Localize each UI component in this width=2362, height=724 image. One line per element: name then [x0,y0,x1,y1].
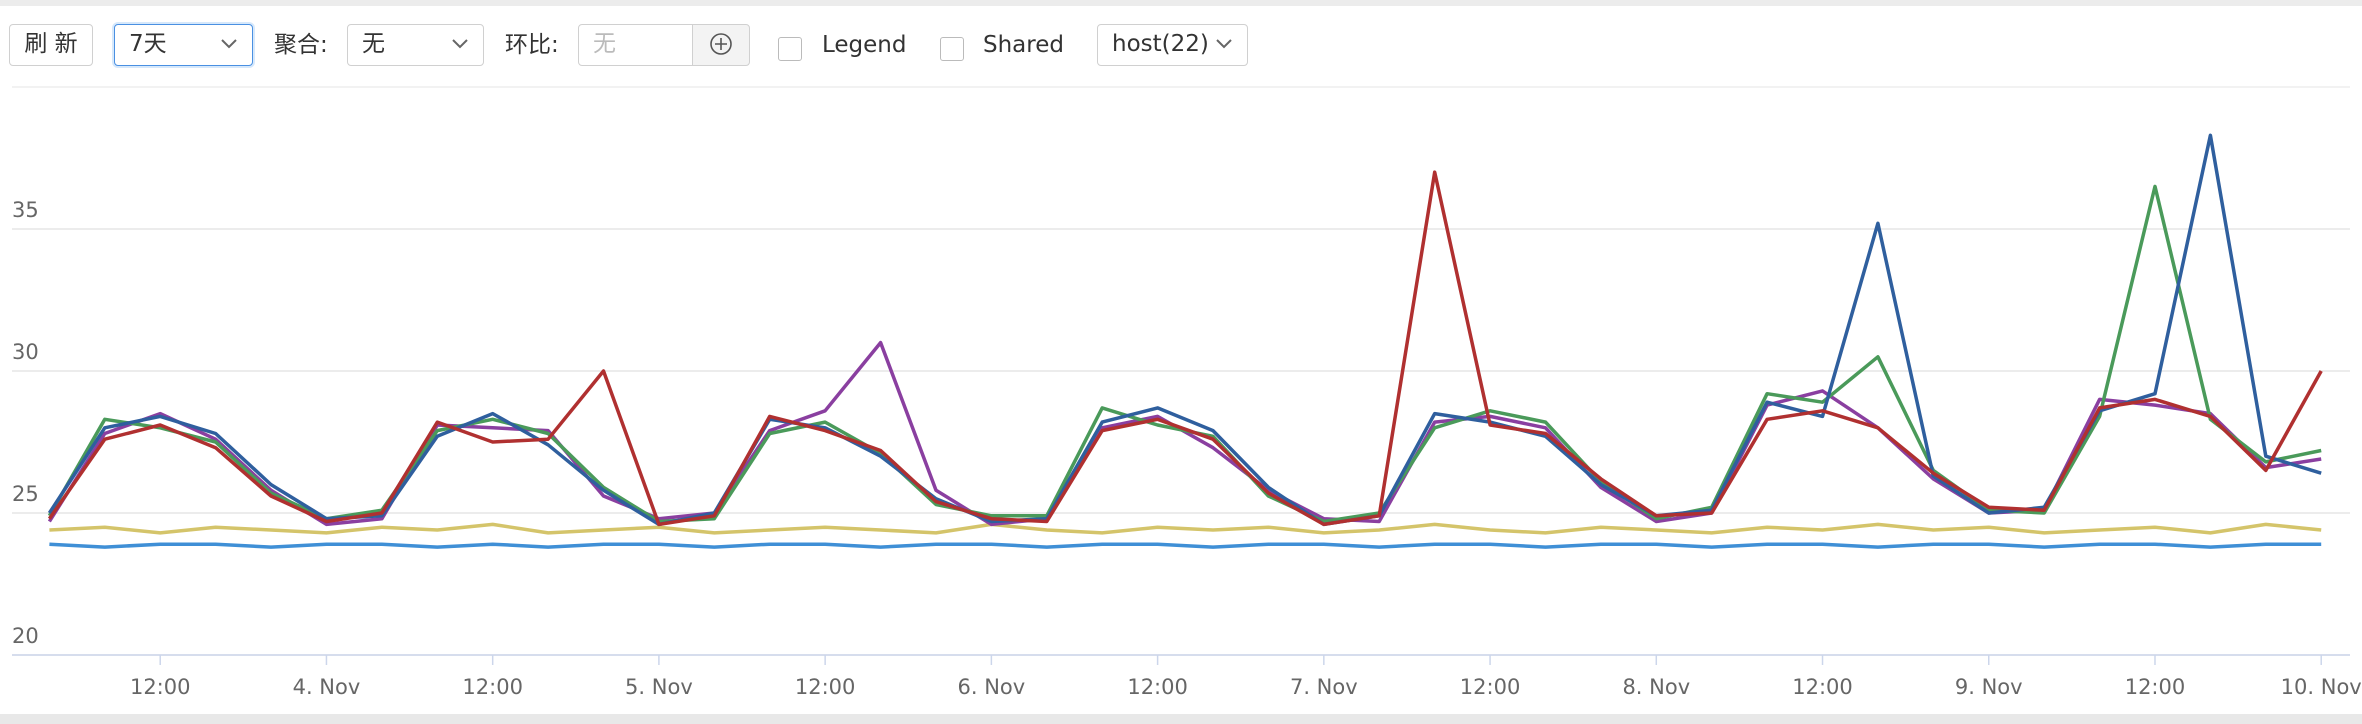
x-tick-label: 4. Nov [293,675,361,699]
x-tick-label: 12:00 [1792,675,1853,699]
x-tick-label: 10. Nov [2281,675,2362,699]
x-tick-label: 5. Nov [625,675,693,699]
y-tick-label: 35 [12,198,39,222]
x-tick-label: 12:00 [795,675,856,699]
series-line [47,184,2322,524]
chevron [452,39,468,49]
x-tick-label: 8. Nov [1622,675,1690,699]
x-tick-label: 12:00 [2125,675,2186,699]
x-tick-label: 12:00 [130,675,191,699]
shared-label[interactable]: Shared [983,32,1064,58]
y-tick-label: 20 [12,624,39,648]
chevron [221,39,237,49]
y-tick-label: 30 [12,340,39,364]
x-tick-label: 6. Nov [958,675,1026,699]
y-tick-label: 25 [12,482,39,506]
refresh-button[interactable]: 刷 新 [9,24,93,66]
aggregate-label: 聚合: [274,32,328,58]
compare-input[interactable]: 无 [578,24,694,66]
compare-label: 环比: [505,32,559,58]
x-tick-label: 12:00 [1460,675,1521,699]
add-button[interactable] [692,24,750,66]
shared-checkbox[interactable] [940,37,964,61]
series-line [49,542,2322,549]
host-select[interactable]: host(22) [1097,24,1248,66]
legend-checkbox[interactable] [778,37,802,61]
x-tick-label: 7. Nov [1290,675,1358,699]
range-select[interactable]: 7天 [114,24,253,66]
series-line [47,133,2322,527]
toolbar: 刷 新 7天 聚合: 无 环比: 无 Legend Shared host(22… [0,0,2362,86]
aggregate-value: 无 [362,31,385,57]
legend-label[interactable]: Legend [822,32,907,58]
host-value: host(22) [1112,31,1209,57]
aggregate-select[interactable]: 无 [347,24,484,66]
series-line [47,170,2323,527]
scrollbar [0,714,2362,724]
range-value: 7天 [129,31,167,57]
series-line [49,522,2322,535]
chevron [1216,39,1232,49]
plus-icon [710,33,732,55]
x-tick-label: 12:00 [1127,675,1188,699]
x-tick-label: 12:00 [462,675,523,699]
x-tick-label: 9. Nov [1955,675,2023,699]
